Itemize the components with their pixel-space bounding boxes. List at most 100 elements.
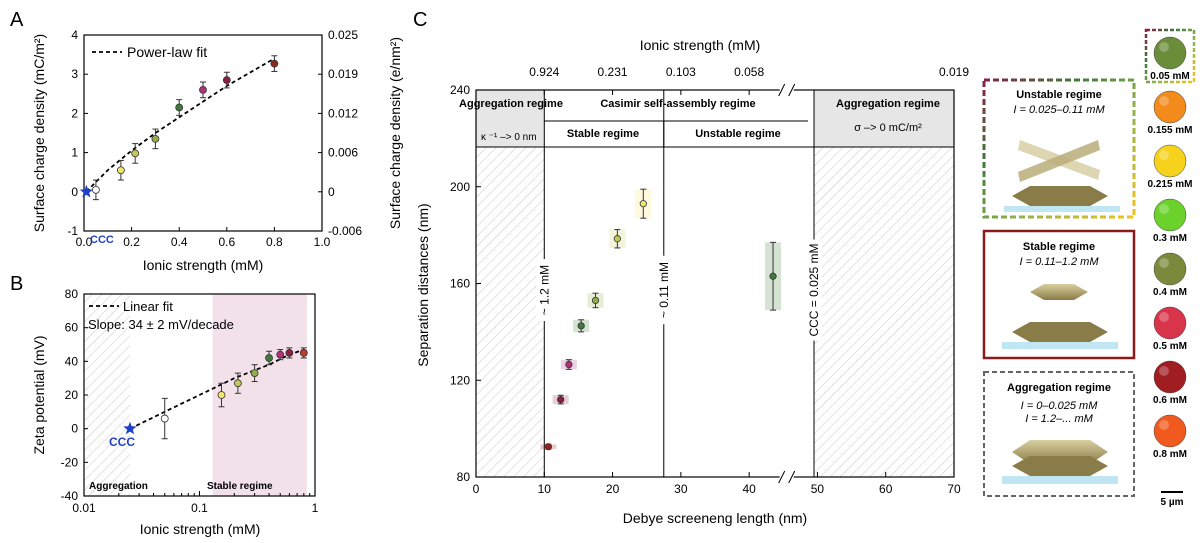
a-point-6-marker — [222, 76, 231, 84]
particle-label-3: 0.3 mM — [1153, 233, 1187, 244]
a-point-0-marker — [92, 185, 100, 194]
b-point-7 — [299, 347, 308, 359]
b-ytick-label-2: 0 — [71, 422, 78, 436]
a-y2tick-label-3: 0.012 — [328, 106, 358, 120]
particle-circle-3 — [1153, 198, 1187, 232]
a-point-5 — [199, 81, 207, 99]
panel-b-ticks: 0.01 0.1 1 -40 -20 0 20 40 60 80 — [61, 287, 319, 515]
b-point-3 — [250, 364, 259, 383]
panel-b-slope-text: Slope: 34 ± 2 mV/decade — [88, 317, 234, 332]
a-y2tick-label-1: 0 — [328, 185, 335, 199]
panel-c: C Ionic strength (mM) ~ 1.2 mM ~ 0.11 mM C… — [413, 9, 969, 526]
panel-c-ticks: 0 10 20 30 40 50 60 70 80 120 160 200 240 0.924 0.231 0… — [450, 65, 969, 496]
particle-circle-5 — [1153, 306, 1187, 340]
c-vline-label-2: CCC = 0.025 mM — [807, 243, 821, 336]
a-point-1 — [116, 159, 125, 181]
aggregation-illustration — [1002, 440, 1118, 484]
particle-shine-7 — [1159, 420, 1169, 430]
panel-c-aggregation-right-hatch — [814, 147, 954, 477]
a-point-4 — [175, 99, 184, 116]
b-ytick-label-1: -20 — [61, 455, 79, 469]
c-xtick-label-3: 30 — [674, 482, 688, 496]
panel-b-ccc-label: CCC — [109, 435, 135, 449]
aggregation-card-border — [983, 371, 1135, 497]
particle-shine-4 — [1159, 258, 1169, 268]
a-ytick-label-0: -1 — [67, 224, 78, 238]
panel-b-data-points — [123, 347, 308, 440]
particle-shine-3 — [1159, 204, 1169, 214]
panel-a-ticks: 0.0 0.2 0.4 0.6 0.8 1.0 -1 0 1 2 3 4 -0.006 0 0.006 0.0… — [67, 28, 362, 249]
header-unstable: Unstable regime — [695, 128, 781, 140]
b-point-1 — [217, 382, 226, 408]
panel-b-xlabel: Ionic strength (mM) — [140, 521, 261, 537]
c-point-7-marker — [769, 272, 777, 280]
c-vline-label-bg-2 — [806, 239, 823, 341]
c-xtick-label-2: 20 — [606, 482, 620, 496]
panel-c-xlabel: Debye screeneng length (nm) — [623, 510, 807, 526]
c-vline-label-0: ~ 1.2 mM — [537, 265, 551, 315]
panel-a-y2label: Surface charge density (e/nm²) — [387, 37, 403, 229]
panel-a: A 0.0 0.2 0.4 0.6 0.8 1.0-101234-0.00600.0060… — [10, 9, 403, 273]
b-point-7-marker — [299, 349, 308, 357]
particle-shine-2 — [1159, 150, 1169, 160]
particle-shine-5 — [1159, 312, 1169, 322]
c-ytick-label-4: 240 — [450, 83, 470, 97]
b-point-0 — [160, 397, 169, 440]
particle-shine-0 — [1159, 42, 1169, 52]
b-point-4 — [265, 350, 273, 366]
b-xtick-label-2: 1 — [312, 501, 319, 515]
a-point-6 — [222, 71, 231, 89]
panel-a-plot-frame — [83, 34, 323, 232]
particle-label-2: 0.215 mM — [1147, 179, 1192, 190]
b-xtick-label-0: 0.01 — [72, 501, 96, 515]
panel-c-data-points — [540, 188, 782, 451]
c-vline-label-bg-0 — [536, 259, 553, 321]
a-y2tick-label-5: 0.025 — [328, 28, 358, 42]
particle-circle-0 — [1153, 36, 1187, 70]
c-point-0 — [544, 443, 552, 451]
panel-c-ylabel: Separation distances (nm) — [415, 203, 431, 366]
c-ytick-label-1: 120 — [450, 373, 470, 387]
particle-circle-7 — [1153, 414, 1187, 448]
panel-a-xlabel: Ionic strength (mM) — [143, 257, 264, 273]
particle-7: 0.8 mM — [1153, 414, 1187, 460]
particle-4: 0.4 mM — [1153, 252, 1187, 298]
particle-2: 0.215 mM — [1147, 144, 1193, 190]
c-break-slash-b-1 — [788, 470, 796, 484]
b-ytick-label-6: 80 — [65, 287, 79, 301]
stable-illustration — [1002, 284, 1118, 349]
particle-0: 0.05 mM — [1150, 36, 1190, 82]
c-point-5-marker — [613, 235, 621, 243]
aggregation-card-title: Aggregation regime — [1007, 382, 1111, 394]
panel-a-label: A — [10, 9, 24, 31]
c-point-1-marker — [557, 395, 565, 404]
particle-1: 0.155 mM — [1147, 90, 1193, 136]
stable-card-range: I = 0.11–1.2 mM — [1020, 256, 1100, 268]
b-point-2-marker — [233, 379, 242, 388]
a-point-0 — [92, 179, 100, 201]
particle-5: 0.5 mM — [1153, 306, 1187, 352]
a-ytick-label-3: 2 — [71, 106, 78, 120]
b-ytick-label-0: -40 — [61, 489, 79, 503]
c-top-tick-label-3: 0.058 — [734, 65, 764, 79]
a-point-3-marker — [151, 134, 160, 143]
c-xtick-label-4: 40 — [742, 482, 756, 496]
c-vline-label-bg-1 — [655, 255, 672, 325]
c-break-slash-a-0 — [778, 83, 786, 97]
c-point-1 — [557, 394, 565, 405]
c-point-0-marker — [544, 443, 552, 451]
c-ytick-label-2: 160 — [450, 277, 470, 291]
unstable-illustration — [1004, 140, 1120, 212]
stable-card-border — [982, 229, 1136, 360]
a-xtick-label-0: 0.0 — [76, 235, 93, 249]
unstable-card-range: I = 0.025–0.11 mM — [1013, 104, 1105, 116]
particle-label-1: 0.155 mM — [1147, 125, 1192, 136]
panel-c-axis-break — [778, 82, 796, 485]
panel-c-top-xlabel: Ionic strength (mM) — [640, 37, 761, 53]
b-ytick-label-4: 40 — [65, 354, 79, 368]
aggregation-card-range-2: I = 1.2–... mM — [1025, 413, 1093, 425]
c-point-2 — [565, 359, 573, 370]
a-xtick-label-3: 0.6 — [218, 235, 235, 249]
header-kappa: κ ⁻¹ –> 0 nm — [481, 132, 537, 143]
particle-label-7: 0.8 mM — [1153, 449, 1187, 460]
